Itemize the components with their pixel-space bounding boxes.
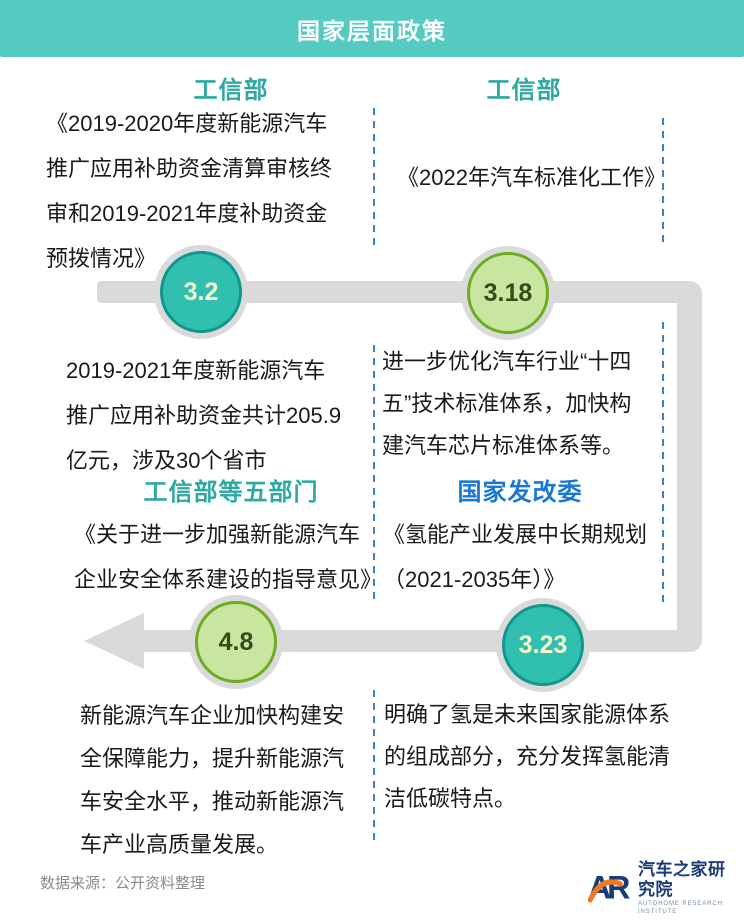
ministry-label-2: 工信部	[486, 77, 562, 104]
ministry-label-1: 工信部	[193, 77, 269, 104]
timeline-bar-vertical	[677, 290, 702, 642]
header-banner: 国家层面政策	[0, 0, 744, 57]
policy-title-4: 《氢能产业发展中长期规划 （2021-2035年）》	[383, 522, 648, 592]
policy-desc-4: 明确了氢是未来国家能源体系 的组成部分，充分发挥氢能清 洁低碳特点。	[384, 702, 671, 811]
logo-subtitle: AUTOHOME RESEARCH INSTITUTE	[638, 901, 723, 915]
policy-title-1: 《2019-2020年度新能源汽车 推广应用补助资金清算审核终 审和2019-2…	[46, 111, 333, 271]
right-dashed-divider	[662, 322, 664, 605]
logo-text-block: 汽车之家研究院 AUTOHOME RESEARCH INSTITUTE	[638, 860, 728, 916]
autohome-research-logo: A R 汽车之家研究院 AUTOHOME RESEARCH INSTITUTE	[587, 860, 728, 916]
date-circle-3-23: 3.23	[496, 598, 590, 692]
date-circle-4-8: 4.8	[189, 595, 283, 689]
policy-desc-2: 进一步优化汽车行业“十四 五”技术标准体系，加快构 建汽车芯片标准体系等。	[382, 349, 632, 458]
logo-name: 汽车之家研究院	[638, 860, 726, 899]
policy-desc-3: 新能源汽车企业加快构建安 全保障能力，提升新能源汽 车安全水平，推动新能源汽 车…	[80, 703, 345, 857]
right-dashed-divider	[662, 118, 664, 246]
date-label: 3.23	[502, 604, 584, 686]
date-circle-3-18: 3.18	[461, 246, 555, 340]
ministry-label-3: 工信部等五部门	[143, 479, 319, 506]
ar-logo-icon: A R	[587, 869, 632, 908]
policy-desc-1: 2019-2021年度新能源汽车 推广应用补助资金共计205.9 亿元，涉及30…	[66, 358, 342, 473]
ministry-label-4: 国家发改委	[457, 479, 583, 506]
date-label: 3.18	[467, 252, 549, 334]
svg-text:R: R	[607, 869, 630, 903]
center-dashed-divider	[373, 690, 375, 840]
date-label: 3.2	[160, 251, 242, 333]
policy-title-2: 《2022年汽车标准化工作》	[397, 165, 666, 190]
policy-title-3: 《关于进一步加强新能源汽车 企业安全体系建设的指导意见》	[74, 522, 383, 592]
date-label: 4.8	[195, 601, 277, 683]
data-source-note: 数据来源：公开资料整理	[40, 875, 206, 892]
page-title: 国家层面政策	[297, 17, 447, 44]
date-circle-3-2: 3.2	[154, 245, 248, 339]
center-dashed-divider	[373, 108, 375, 248]
center-dashed-divider	[373, 345, 375, 605]
timeline-arrow-icon	[84, 613, 144, 669]
